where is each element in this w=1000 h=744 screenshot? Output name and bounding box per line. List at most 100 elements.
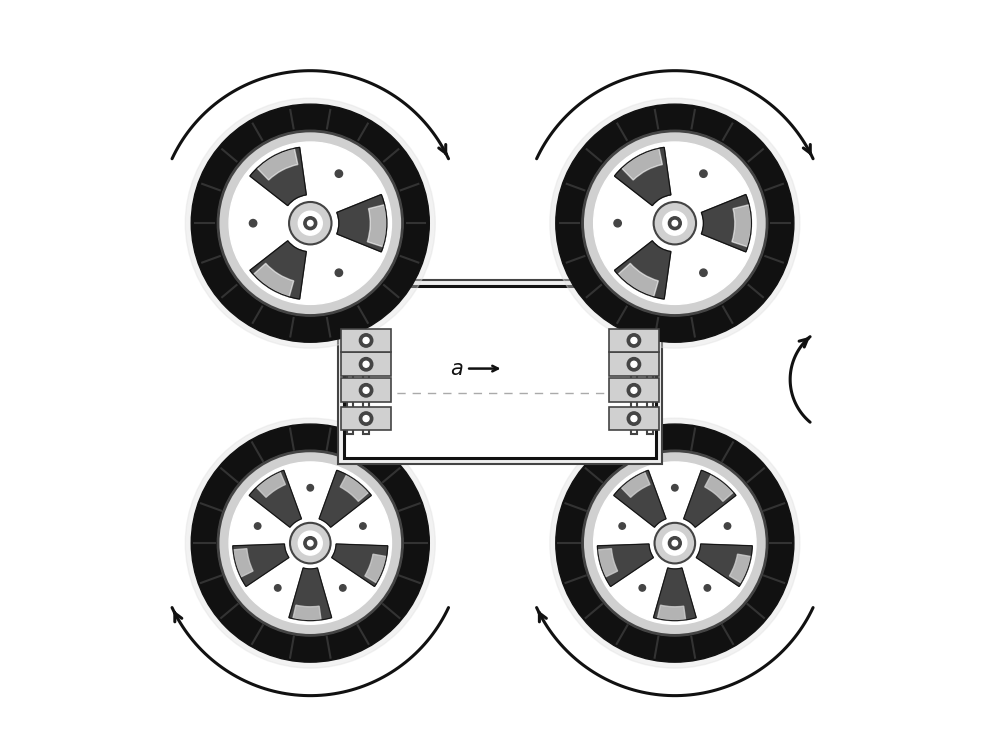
Circle shape (363, 338, 369, 344)
Circle shape (627, 334, 641, 347)
Circle shape (333, 168, 344, 179)
Circle shape (363, 388, 369, 394)
Bar (609, 329, 659, 353)
Circle shape (594, 142, 756, 304)
Circle shape (308, 540, 313, 546)
Circle shape (672, 484, 678, 491)
Circle shape (594, 462, 756, 624)
Bar (609, 407, 659, 431)
Circle shape (229, 462, 391, 624)
Wedge shape (622, 148, 662, 180)
Circle shape (655, 523, 695, 563)
Circle shape (360, 523, 366, 529)
Circle shape (722, 521, 733, 531)
Circle shape (275, 585, 281, 591)
Circle shape (583, 451, 767, 635)
Bar (363, 338, 369, 434)
Bar (631, 338, 637, 434)
Wedge shape (337, 194, 387, 252)
Circle shape (337, 583, 348, 594)
Wedge shape (615, 147, 671, 205)
Circle shape (359, 412, 373, 426)
Circle shape (304, 217, 317, 230)
Circle shape (218, 131, 403, 315)
Bar (609, 379, 659, 403)
Wedge shape (233, 544, 289, 586)
Circle shape (357, 521, 368, 531)
Circle shape (672, 540, 678, 546)
Circle shape (627, 384, 641, 397)
Circle shape (550, 418, 800, 668)
Bar (341, 407, 391, 431)
Bar (338, 280, 662, 464)
Circle shape (304, 536, 317, 550)
Bar (344, 286, 656, 458)
Circle shape (298, 531, 322, 555)
Circle shape (702, 583, 713, 594)
Circle shape (252, 521, 263, 531)
Circle shape (663, 211, 687, 235)
Wedge shape (253, 263, 294, 297)
Circle shape (700, 269, 707, 277)
Circle shape (290, 523, 331, 563)
Circle shape (612, 218, 623, 228)
Wedge shape (705, 475, 733, 501)
Bar (341, 329, 391, 353)
Circle shape (672, 220, 678, 226)
Bar (609, 353, 659, 376)
Bar (341, 353, 391, 376)
Circle shape (617, 521, 628, 531)
Circle shape (359, 334, 373, 347)
Wedge shape (257, 148, 298, 180)
Wedge shape (319, 470, 371, 527)
Circle shape (637, 583, 648, 594)
Circle shape (363, 362, 369, 368)
Bar (647, 338, 653, 434)
Circle shape (631, 338, 637, 344)
Text: a: a (450, 359, 463, 379)
Circle shape (298, 211, 322, 235)
Wedge shape (289, 568, 332, 620)
Wedge shape (256, 472, 285, 497)
Circle shape (307, 484, 314, 491)
Wedge shape (332, 544, 388, 586)
Circle shape (724, 523, 731, 529)
Circle shape (254, 523, 261, 529)
Wedge shape (653, 568, 696, 620)
Wedge shape (729, 554, 751, 583)
Bar (341, 379, 391, 403)
Circle shape (363, 416, 369, 422)
Wedge shape (696, 544, 752, 586)
Circle shape (308, 220, 313, 226)
Wedge shape (621, 472, 650, 497)
Circle shape (654, 202, 696, 245)
Circle shape (698, 168, 709, 179)
Circle shape (340, 585, 346, 591)
Circle shape (669, 482, 680, 493)
Circle shape (185, 98, 435, 348)
Wedge shape (618, 263, 658, 297)
Wedge shape (340, 475, 369, 501)
Circle shape (704, 585, 711, 591)
Circle shape (272, 583, 283, 594)
Circle shape (335, 170, 343, 177)
Wedge shape (598, 548, 618, 577)
Circle shape (700, 170, 707, 177)
Wedge shape (250, 147, 306, 205)
Circle shape (305, 482, 316, 493)
Circle shape (218, 451, 403, 635)
Circle shape (627, 412, 641, 426)
Wedge shape (614, 470, 666, 527)
Wedge shape (233, 548, 253, 577)
Wedge shape (684, 470, 736, 527)
Circle shape (668, 217, 681, 230)
Circle shape (583, 131, 767, 315)
Circle shape (639, 585, 646, 591)
Wedge shape (732, 205, 751, 247)
Wedge shape (250, 241, 306, 299)
Wedge shape (249, 470, 301, 527)
Circle shape (619, 523, 625, 529)
Circle shape (556, 104, 794, 342)
Circle shape (614, 219, 621, 227)
Wedge shape (365, 554, 387, 583)
